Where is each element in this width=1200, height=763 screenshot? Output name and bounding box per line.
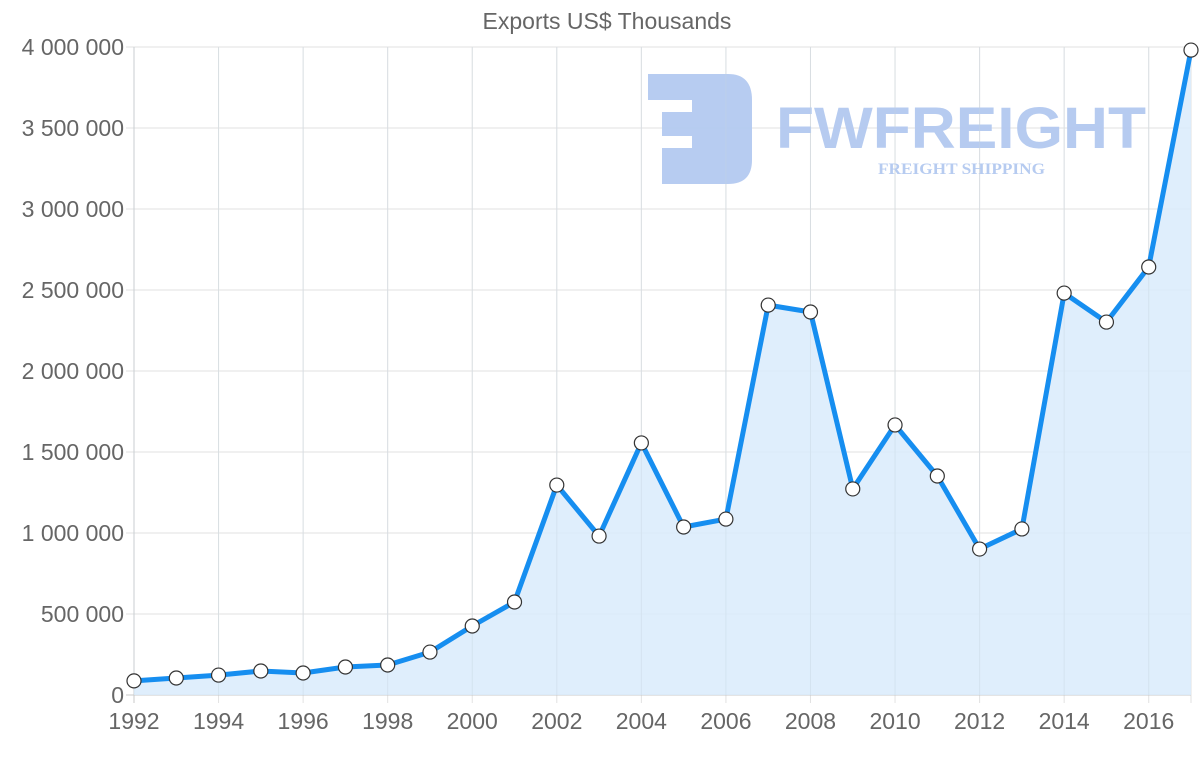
x-tick-label: 2008 [785, 708, 836, 734]
data-point-2004[interactable] [633, 435, 649, 451]
data-point-1992[interactable] [126, 673, 142, 689]
data-point-2001[interactable] [506, 594, 523, 610]
y-tick-label: 3 000 000 [22, 196, 124, 222]
data-point-1998[interactable] [380, 657, 396, 673]
x-axis-labels: 1992 1994 1996 1998 2000 2002 2004 2006 2008 2010… [108, 708, 1174, 734]
x-tick-label: 1996 [278, 708, 329, 734]
y-tick-label: 3 500 000 [22, 115, 124, 141]
y-tick-label: 0 [111, 682, 124, 708]
data-points [126, 42, 1199, 689]
y-tick-label: 1 500 000 [22, 439, 124, 465]
y-tick-label: 1 000 000 [22, 520, 124, 546]
chart-title: Exports US$ Thousands [482, 8, 732, 34]
x-tick-label: 2000 [447, 708, 498, 734]
x-tick-label: 1992 [108, 708, 159, 734]
data-point-1997[interactable] [337, 659, 353, 675]
data-point-2006[interactable] [718, 511, 734, 527]
data-point-1996[interactable] [295, 665, 311, 681]
y-tick-label: 2 500 000 [22, 277, 124, 303]
x-tick-label: 2002 [531, 708, 582, 734]
x-tick-label: 2004 [616, 708, 667, 734]
data-point-2002[interactable] [549, 477, 565, 493]
fw-logo-icon [648, 74, 752, 184]
data-point-1994[interactable] [210, 667, 227, 683]
data-point-2014[interactable] [1056, 285, 1072, 301]
data-point-2011[interactable] [929, 468, 945, 484]
y-axis-labels: 0 500 000 1 000 000 1 500 000 2 000 000 2 500… [22, 34, 124, 708]
y-tick-label: 500 000 [41, 601, 124, 627]
data-point-2010[interactable] [887, 417, 903, 433]
data-point-2007[interactable] [760, 297, 776, 313]
x-tick-label: 1998 [362, 708, 413, 734]
data-point-1999[interactable] [422, 644, 438, 660]
watermark-brand: FWFREIGHT [776, 96, 1146, 161]
data-point-1995[interactable] [253, 663, 269, 679]
data-point-2015[interactable] [1098, 314, 1115, 330]
data-point-2003[interactable] [591, 528, 607, 544]
x-tick-label: 2006 [700, 708, 751, 734]
x-tick-label: 2012 [954, 708, 1005, 734]
data-point-2000[interactable] [464, 618, 480, 634]
x-tick-label: 2010 [869, 708, 920, 734]
data-point-1993[interactable] [168, 670, 184, 686]
data-point-2017[interactable] [1183, 42, 1199, 58]
y-tick-label: 4 000 000 [22, 34, 124, 60]
x-tick-label: 2016 [1123, 708, 1174, 734]
data-point-2008[interactable] [802, 304, 819, 320]
area-fill [134, 50, 1191, 696]
x-tick-label: 2014 [1039, 708, 1090, 734]
data-point-2005[interactable] [676, 519, 692, 535]
data-point-2009[interactable] [845, 481, 861, 497]
data-point-2013[interactable] [1014, 521, 1030, 537]
data-point-2016[interactable] [1141, 259, 1157, 275]
y-tick-label: 2 000 000 [22, 358, 124, 384]
data-point-2012[interactable] [971, 541, 988, 557]
watermark-tagline: FREIGHT SHIPPING [878, 161, 1046, 178]
x-tick-label: 1994 [193, 708, 244, 734]
